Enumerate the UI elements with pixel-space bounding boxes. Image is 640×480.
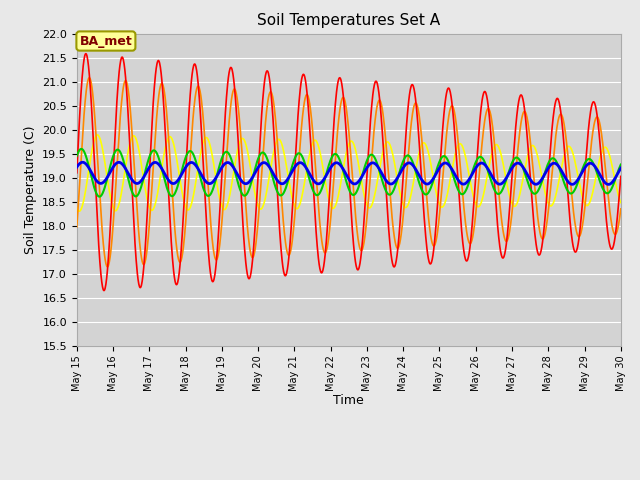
Legend: -2cm, -4cm, -8cm, -16cm, -32cm: -2cm, -4cm, -8cm, -16cm, -32cm: [145, 479, 553, 480]
Y-axis label: Soil Temperature (C): Soil Temperature (C): [24, 125, 36, 254]
X-axis label: Time: Time: [333, 394, 364, 407]
Title: Soil Temperatures Set A: Soil Temperatures Set A: [257, 13, 440, 28]
Text: BA_met: BA_met: [79, 35, 132, 48]
